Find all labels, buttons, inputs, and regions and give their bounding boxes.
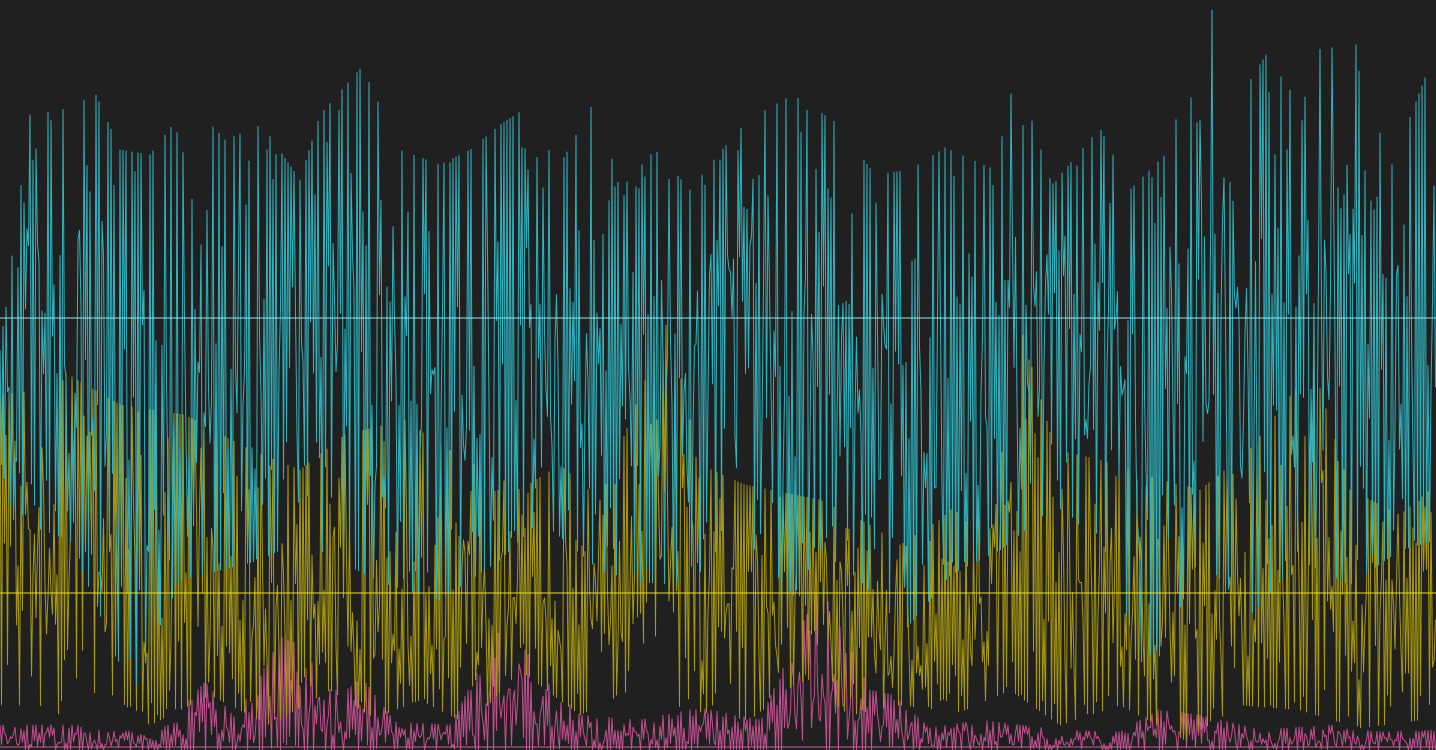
series-line-0 (0, 9, 1436, 685)
series-line-2 (0, 593, 1436, 750)
series-line-1 (0, 324, 1436, 740)
